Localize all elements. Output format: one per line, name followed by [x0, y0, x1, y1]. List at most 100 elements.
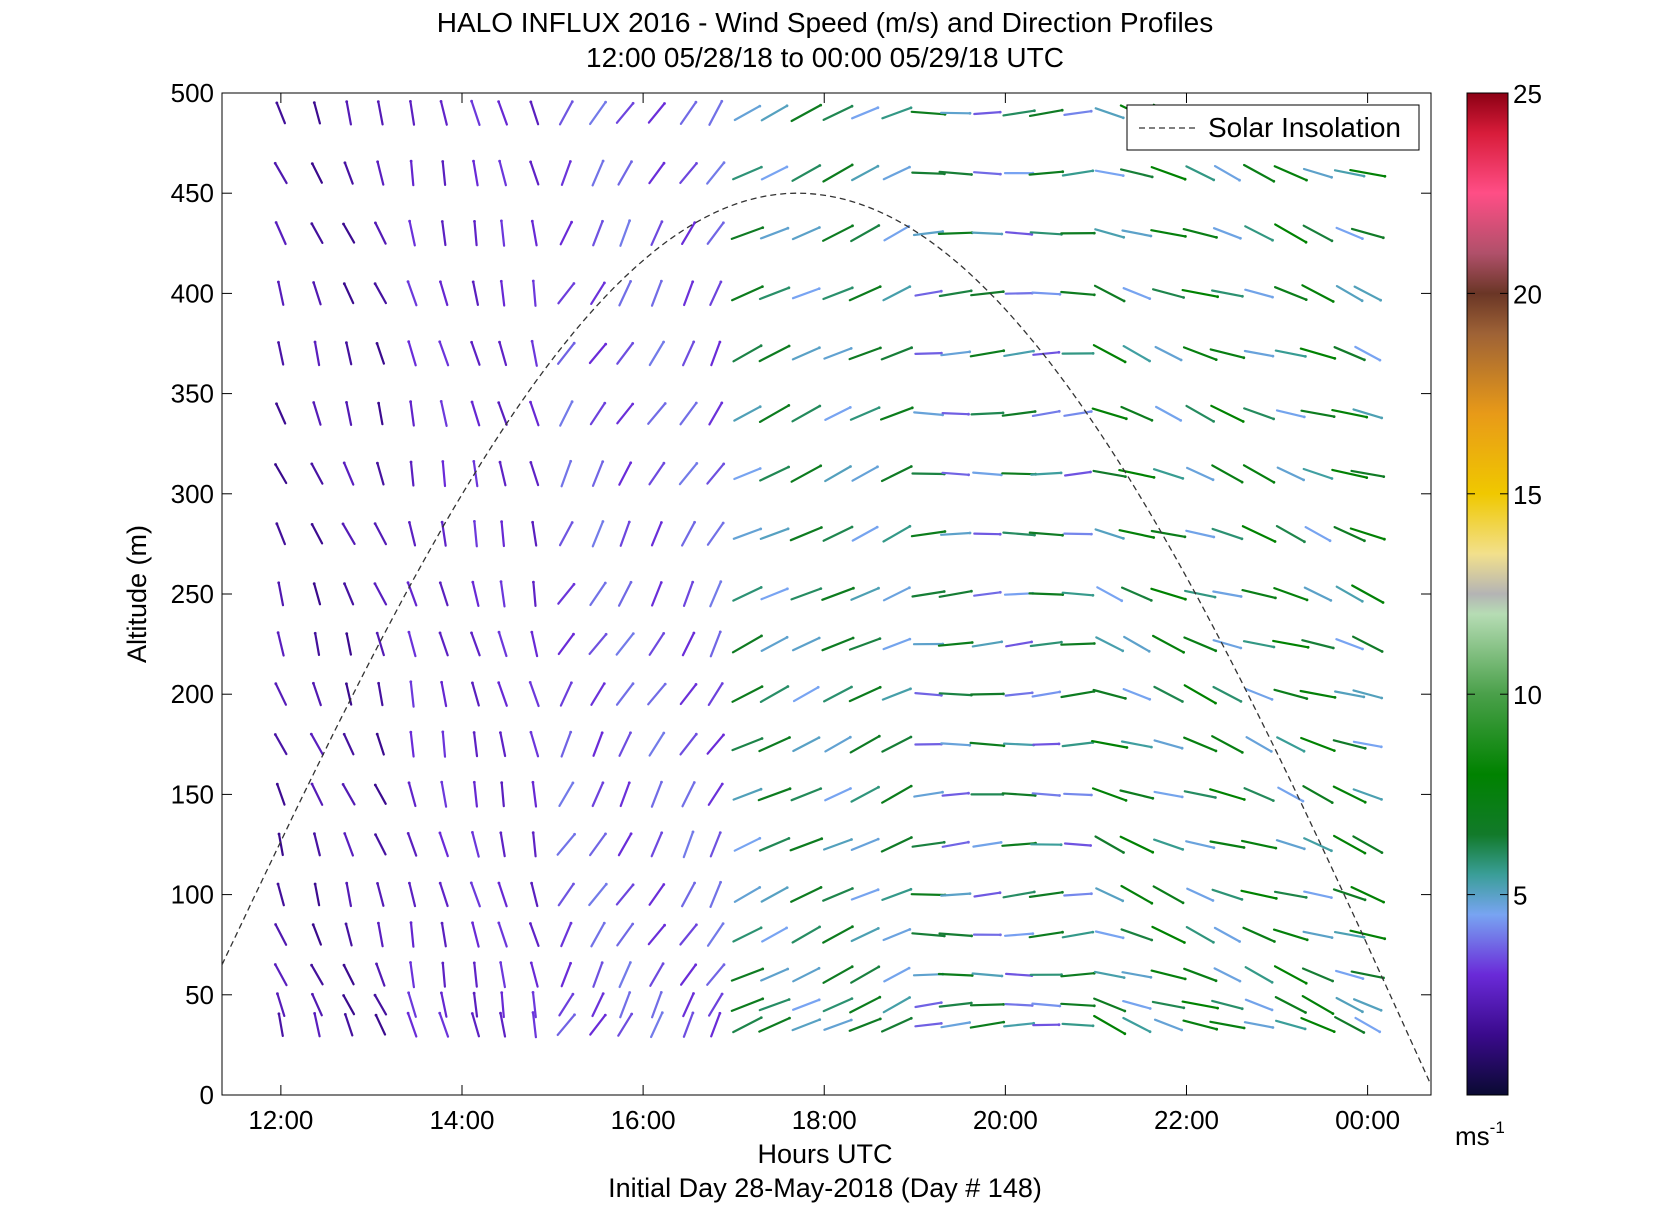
wind-barb — [558, 100, 574, 126]
wind-barb — [591, 159, 605, 187]
wind-barb-head — [1090, 532, 1093, 536]
wind-barb-head — [408, 219, 411, 223]
wind-barb — [375, 962, 386, 987]
wind-barb-head — [1381, 236, 1385, 240]
wind-barb-head — [1150, 418, 1154, 422]
wind-barb — [530, 630, 539, 658]
wind-barb — [530, 882, 539, 908]
wind-barb-head — [908, 524, 912, 528]
wind-barb-head — [345, 401, 348, 404]
wind-barb-head — [376, 882, 379, 885]
wind-barb-head — [631, 341, 635, 345]
wind-barb — [1004, 1002, 1034, 1007]
wind-barb-head — [1365, 476, 1369, 479]
wind-barb-head — [409, 460, 413, 464]
wind-barb — [972, 841, 1003, 848]
wind-barb-head — [1271, 1026, 1275, 1029]
wind-barb-head — [1089, 470, 1092, 474]
wind-barb — [559, 221, 573, 246]
wind-barb-head — [1092, 1004, 1096, 1008]
wind-barb — [1002, 890, 1036, 899]
y-tick-label: 450 — [171, 178, 214, 208]
wind-barb — [682, 280, 694, 307]
y-tick-label: 350 — [171, 379, 214, 409]
wind-barb — [822, 685, 853, 703]
colorbar-gradient — [1466, 92, 1509, 1096]
wind-barb — [792, 686, 820, 703]
wind-barb-head — [1330, 175, 1333, 179]
wind-barb-head — [876, 465, 879, 469]
wind-barb — [941, 412, 970, 416]
wind-barb — [1333, 930, 1366, 939]
wind-barb-head — [722, 733, 725, 737]
wind-barb — [440, 921, 447, 948]
wind-barb-head — [275, 522, 279, 526]
wind-barb-head — [310, 782, 314, 786]
wind-barb — [789, 526, 823, 542]
wind-barb — [530, 961, 539, 988]
wind-barb-head — [531, 520, 534, 524]
wind-barb-head — [497, 881, 501, 885]
wind-barb-head — [569, 961, 572, 965]
wind-barb-head — [570, 220, 573, 224]
wind-barb-head — [760, 634, 763, 638]
wind-barb-head — [629, 731, 632, 735]
wind-barb — [497, 401, 508, 426]
wind-barb-head — [408, 881, 411, 885]
wind-barb-head — [849, 787, 852, 790]
wind-barb-head — [1361, 647, 1364, 651]
wind-barb-head — [848, 406, 852, 409]
wind-barb — [914, 290, 943, 297]
wind-barb — [731, 634, 763, 654]
wind-barb-head — [662, 731, 666, 735]
wind-barb — [473, 781, 478, 808]
wind-barb — [559, 400, 574, 427]
wind-barb-head — [998, 532, 1002, 536]
wind-barb — [732, 527, 762, 540]
wind-barb-head — [1383, 937, 1387, 941]
wind-barb-head — [1148, 697, 1152, 701]
wind-barb — [879, 406, 914, 421]
wind-barb-head — [342, 963, 346, 967]
wind-barb-head — [313, 882, 317, 886]
wind-barb — [706, 221, 725, 245]
wind-barb — [851, 465, 879, 482]
wind-barb-head — [786, 967, 790, 971]
wind-barb — [275, 101, 286, 125]
wind-barb — [1244, 966, 1274, 984]
wind-barb-head — [603, 581, 607, 585]
wind-barb — [941, 471, 970, 476]
wind-barb-head — [1305, 697, 1309, 700]
wind-barb — [1119, 168, 1154, 178]
wind-barb — [345, 632, 352, 656]
wind-barb — [409, 921, 415, 948]
wind-barb-head — [999, 172, 1002, 176]
wind-barb — [1183, 684, 1217, 705]
wind-barb — [1273, 688, 1308, 700]
wind-barb — [1181, 289, 1219, 298]
wind-barb — [1185, 466, 1215, 481]
wind-barb — [470, 881, 481, 908]
wind-barb — [1150, 166, 1187, 181]
wind-barb-head — [439, 100, 443, 103]
wind-barb-head — [409, 159, 413, 163]
wind-barb — [707, 992, 724, 1017]
wind-barb-head — [850, 838, 853, 841]
wind-barb — [558, 521, 574, 547]
wind-barb-head — [849, 347, 853, 350]
wind-barb-head — [1216, 1006, 1219, 1010]
wind-barb — [1094, 107, 1125, 119]
wind-barb — [650, 280, 663, 307]
wind-barb-head — [818, 1018, 822, 1021]
wind-barb — [882, 285, 911, 302]
wind-barb-head — [1122, 851, 1125, 854]
wind-barb — [971, 640, 1003, 648]
wind-barb-head — [277, 832, 281, 836]
wind-barb-head — [1380, 650, 1384, 653]
wind-barb-head — [692, 992, 695, 995]
wind-barb-head — [406, 1011, 410, 1015]
wind-barb — [940, 1021, 971, 1029]
wind-barb-head — [1238, 979, 1242, 983]
wind-barb — [1031, 410, 1061, 417]
wind-barb — [1242, 640, 1276, 649]
